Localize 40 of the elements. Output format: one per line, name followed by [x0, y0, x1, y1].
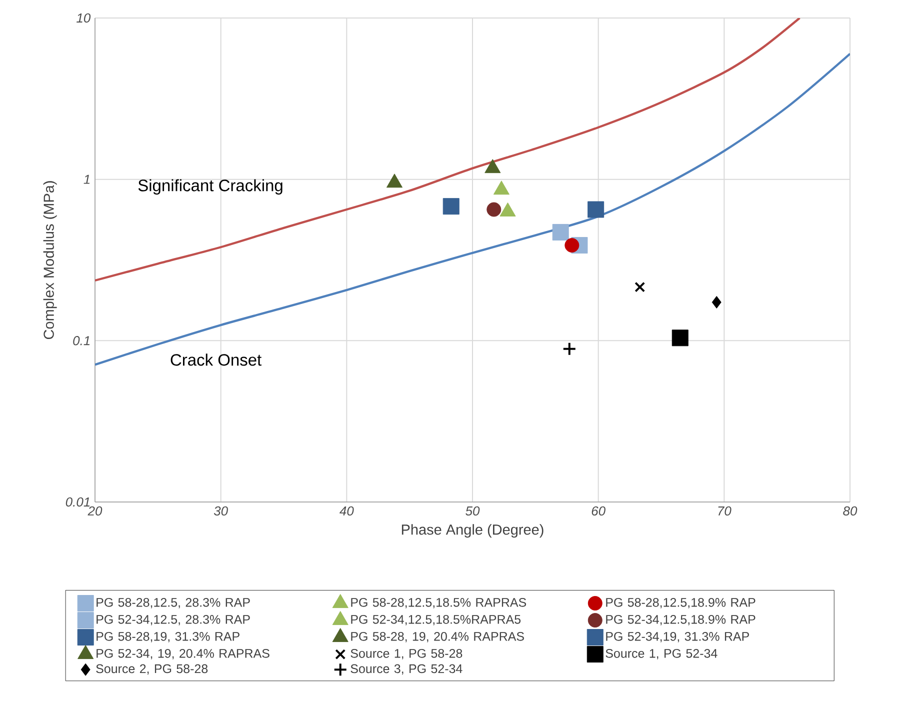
legend-label: PG 58-28,19, 31.3% RAP — [96, 632, 240, 642]
y-tick-label: 10 — [76, 13, 91, 23]
y-axis-title: Complex Modulus (MPa) — [43, 181, 57, 340]
line-series — [95, 52, 850, 366]
point — [672, 330, 688, 346]
legend-label: Source 2, PG 58-28 — [96, 664, 208, 675]
point — [712, 296, 722, 308]
point — [588, 201, 604, 218]
legend-label: PG 52-34,12.5, 28.3% RAP — [96, 614, 250, 626]
legend-label: PG 52-34,12.5,18.5%RAPRA5 — [351, 614, 521, 626]
x-tick-label: 70 — [718, 506, 732, 516]
legend-label: PG 58-28,12.5, 28.3% RAP — [96, 598, 250, 608]
point — [442, 198, 460, 215]
point — [552, 224, 569, 240]
point — [486, 202, 502, 217]
point — [564, 238, 580, 253]
x-tick-label: 80 — [843, 506, 858, 516]
legend-label: PG 52-34,12.5,18.9% RAP — [606, 614, 756, 626]
annotation: Crack Onset — [170, 354, 262, 366]
legend-label: PG 52-34,19, 31.3% RAP — [606, 632, 749, 642]
annotation: Significant Cracking — [138, 179, 282, 195]
x-tick-label: 40 — [340, 506, 354, 516]
point — [634, 282, 646, 292]
legend-label: PG 52-34, 19, 20.4% RAPRAS — [96, 648, 270, 660]
y-tick-label: 1 — [84, 174, 90, 184]
legend-label: Source 1, PG 52-34 — [606, 648, 718, 660]
x-tick-label: 50 — [466, 506, 480, 516]
legend-label: PG 58-28, 19, 20.4% RAPRAS — [351, 632, 524, 642]
y-tick-label: 0.01 — [66, 497, 90, 507]
x-tick-label: 30 — [214, 506, 228, 516]
point — [562, 342, 576, 356]
y-tick-label: 0.1 — [73, 336, 90, 346]
legend-label: PG 58-28,12.5,18.9% RAP — [606, 598, 756, 608]
x-axis-title: Phase Angle (Degree) — [402, 524, 544, 538]
legend-label: PG 58-28,12.5,18.5% RAPRAS — [351, 598, 526, 608]
legend-label: Source 3, PG 52-34 — [350, 664, 462, 675]
legend-label: Source 1, PG 58-28 — [350, 648, 462, 660]
line-series — [95, 18, 801, 282]
x-tick-label: 60 — [592, 506, 606, 516]
x-tick-label: 20 — [88, 506, 102, 516]
